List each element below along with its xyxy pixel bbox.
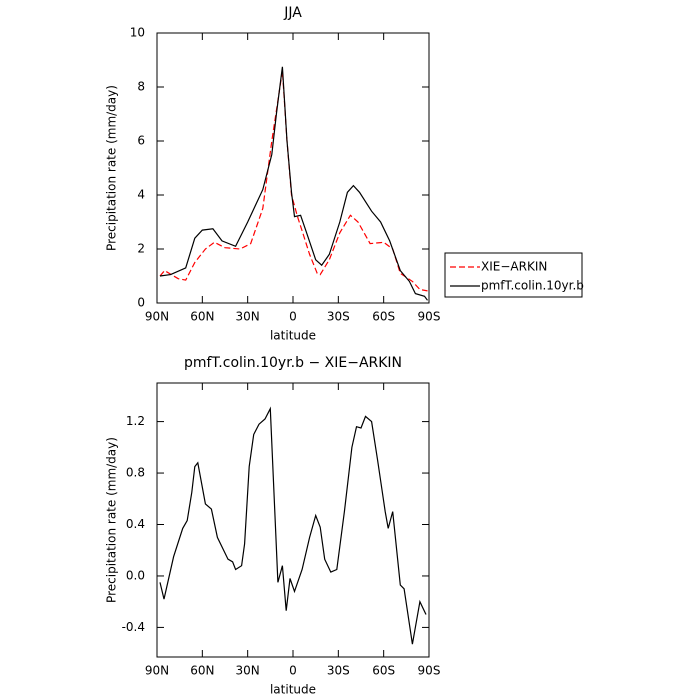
legend-label: pmfT.colin.10yr.b [481,279,584,293]
data-line [159,66,428,301]
x-tick-label: 0 [289,664,297,678]
chart-title: JJA [283,5,302,21]
x-tick-label: 30S [327,664,350,678]
x-tick-label: 0 [289,310,297,324]
y-tick-label: 2 [137,242,145,256]
y-tick-label: 0.8 [126,466,145,480]
legend-box [444,252,583,298]
y-tick-label: 0.0 [126,568,145,582]
y-tick-label: 0.4 [126,517,145,531]
plot-frame [156,382,430,658]
x-tick-label: 60N [190,310,214,324]
y-tick-label: 8 [137,80,145,94]
x-axis-label: latitude [270,329,316,343]
y-axis-label: Precipitation rate (mm/day) [105,85,119,251]
data-line [159,70,428,292]
x-tick-label: 60S [372,310,395,324]
x-tick-label: 90S [418,664,441,678]
y-tick-label: 1.2 [126,414,145,428]
y-axis-label: Precipitation rate (mm/day) [105,437,119,603]
y-tick-label: 4 [137,188,145,202]
chart-title: pmfT.colin.10yr.b − XIE−ARKIN [184,355,402,371]
y-tick-label: -0.4 [122,620,145,634]
y-tick-label: 6 [137,134,145,148]
y-tick-label: 0 [137,296,145,310]
plot-frame [156,32,430,304]
x-tick-label: 30S [327,310,350,324]
x-tick-label: 60N [190,664,214,678]
x-tick-label: 60S [372,664,395,678]
legend-label: XIE−ARKIN [481,260,547,274]
x-tick-label: 90N [145,310,169,324]
x-tick-label: 90S [418,310,441,324]
x-tick-label: 30N [236,664,260,678]
x-axis-label: latitude [270,683,316,697]
data-line [159,406,427,645]
legend: XIE−ARKIN pmfT.colin.10yr.b [444,252,584,298]
y-tick-label: 10 [130,26,145,40]
x-tick-label: 30N [236,310,260,324]
x-tick-label: 90N [145,664,169,678]
